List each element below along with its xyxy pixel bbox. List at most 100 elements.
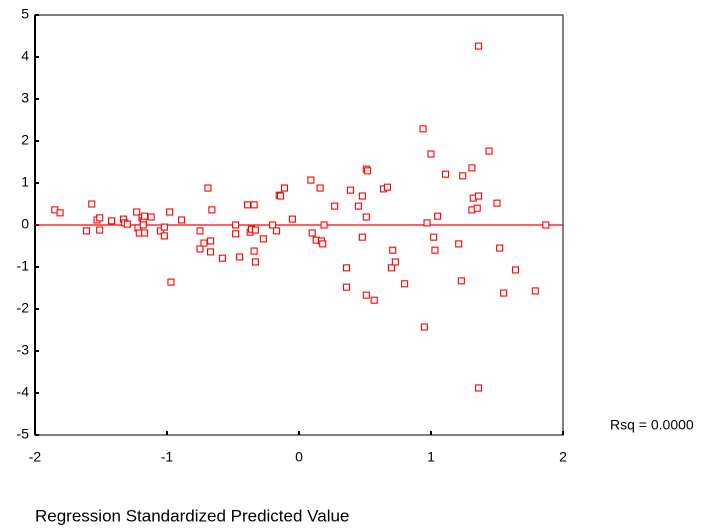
point (177, 216, 186, 224)
point (401, 280, 409, 288)
y-tick-label: 5 (21, 6, 29, 22)
x-tick-label: 1 (427, 449, 435, 465)
point (147, 213, 155, 221)
point (307, 176, 315, 184)
y-tick-label: -3 (17, 342, 30, 358)
rsq-annotation: Rsq = 0.0000 (610, 417, 694, 433)
point (511, 266, 520, 274)
point (434, 212, 442, 220)
point (493, 199, 501, 207)
point (431, 246, 439, 254)
point (459, 172, 467, 180)
point (316, 184, 324, 192)
point (207, 248, 215, 256)
x-axis-title: Regression Standardized Predicted Value (35, 506, 349, 525)
point (485, 147, 493, 155)
point (474, 42, 483, 50)
point (259, 235, 267, 243)
point (320, 221, 328, 229)
point (391, 258, 399, 266)
point (250, 201, 258, 209)
point (96, 214, 104, 222)
point (160, 232, 168, 240)
point (474, 192, 483, 200)
point (236, 253, 244, 261)
point (455, 240, 463, 248)
point (251, 226, 259, 234)
point (218, 254, 226, 262)
point (139, 221, 147, 229)
point (208, 206, 216, 214)
point (288, 215, 296, 223)
point (123, 220, 131, 228)
y-tick-label: -2 (17, 300, 30, 316)
point (56, 209, 64, 217)
point (531, 287, 539, 295)
point (419, 125, 427, 133)
point (387, 264, 395, 272)
point (500, 289, 508, 297)
point (542, 221, 550, 229)
y-tick-label: 3 (21, 90, 29, 106)
point (156, 227, 164, 235)
point (108, 217, 116, 225)
point (441, 170, 450, 178)
point (276, 192, 285, 200)
y-tick-label: -5 (17, 426, 30, 442)
point (383, 183, 391, 191)
x-tick-label: 2 (559, 449, 567, 465)
point (280, 184, 289, 192)
point (250, 247, 258, 255)
point (167, 278, 175, 286)
point (389, 246, 397, 254)
x-tick-label: -2 (29, 449, 42, 465)
point (364, 167, 372, 175)
point (207, 237, 215, 245)
point (427, 150, 435, 158)
point (362, 291, 370, 299)
point (243, 201, 252, 209)
point (160, 223, 168, 231)
point (204, 184, 212, 192)
point (232, 221, 240, 229)
x-tick-label: 0 (295, 449, 303, 465)
point (196, 227, 204, 235)
point (196, 245, 204, 253)
point (82, 227, 91, 235)
y-tick-label: -1 (17, 258, 30, 274)
point (342, 264, 351, 272)
point (430, 233, 438, 241)
y-tick-label: 2 (21, 132, 29, 148)
point (468, 164, 476, 172)
point (96, 226, 104, 234)
point (141, 229, 149, 237)
point (362, 213, 370, 221)
point (200, 239, 208, 247)
point (346, 186, 355, 194)
point (342, 283, 351, 291)
point (166, 208, 174, 216)
point (354, 202, 362, 210)
y-tick-label: 0 (21, 216, 29, 232)
point (474, 384, 483, 392)
point (457, 277, 465, 285)
point (331, 202, 339, 210)
y-tick-label: -4 (17, 384, 30, 400)
point (88, 200, 96, 208)
point (420, 323, 428, 331)
point (273, 227, 281, 235)
x-tick-label: -1 (161, 449, 174, 465)
point (358, 192, 366, 200)
y-tick-label: 4 (21, 48, 29, 64)
point (496, 244, 504, 252)
point (358, 233, 366, 241)
point (423, 219, 431, 227)
point (473, 204, 481, 212)
point (308, 229, 316, 237)
point (269, 221, 277, 229)
point (319, 240, 327, 248)
point (232, 230, 240, 238)
point (141, 212, 149, 220)
point (370, 296, 378, 304)
